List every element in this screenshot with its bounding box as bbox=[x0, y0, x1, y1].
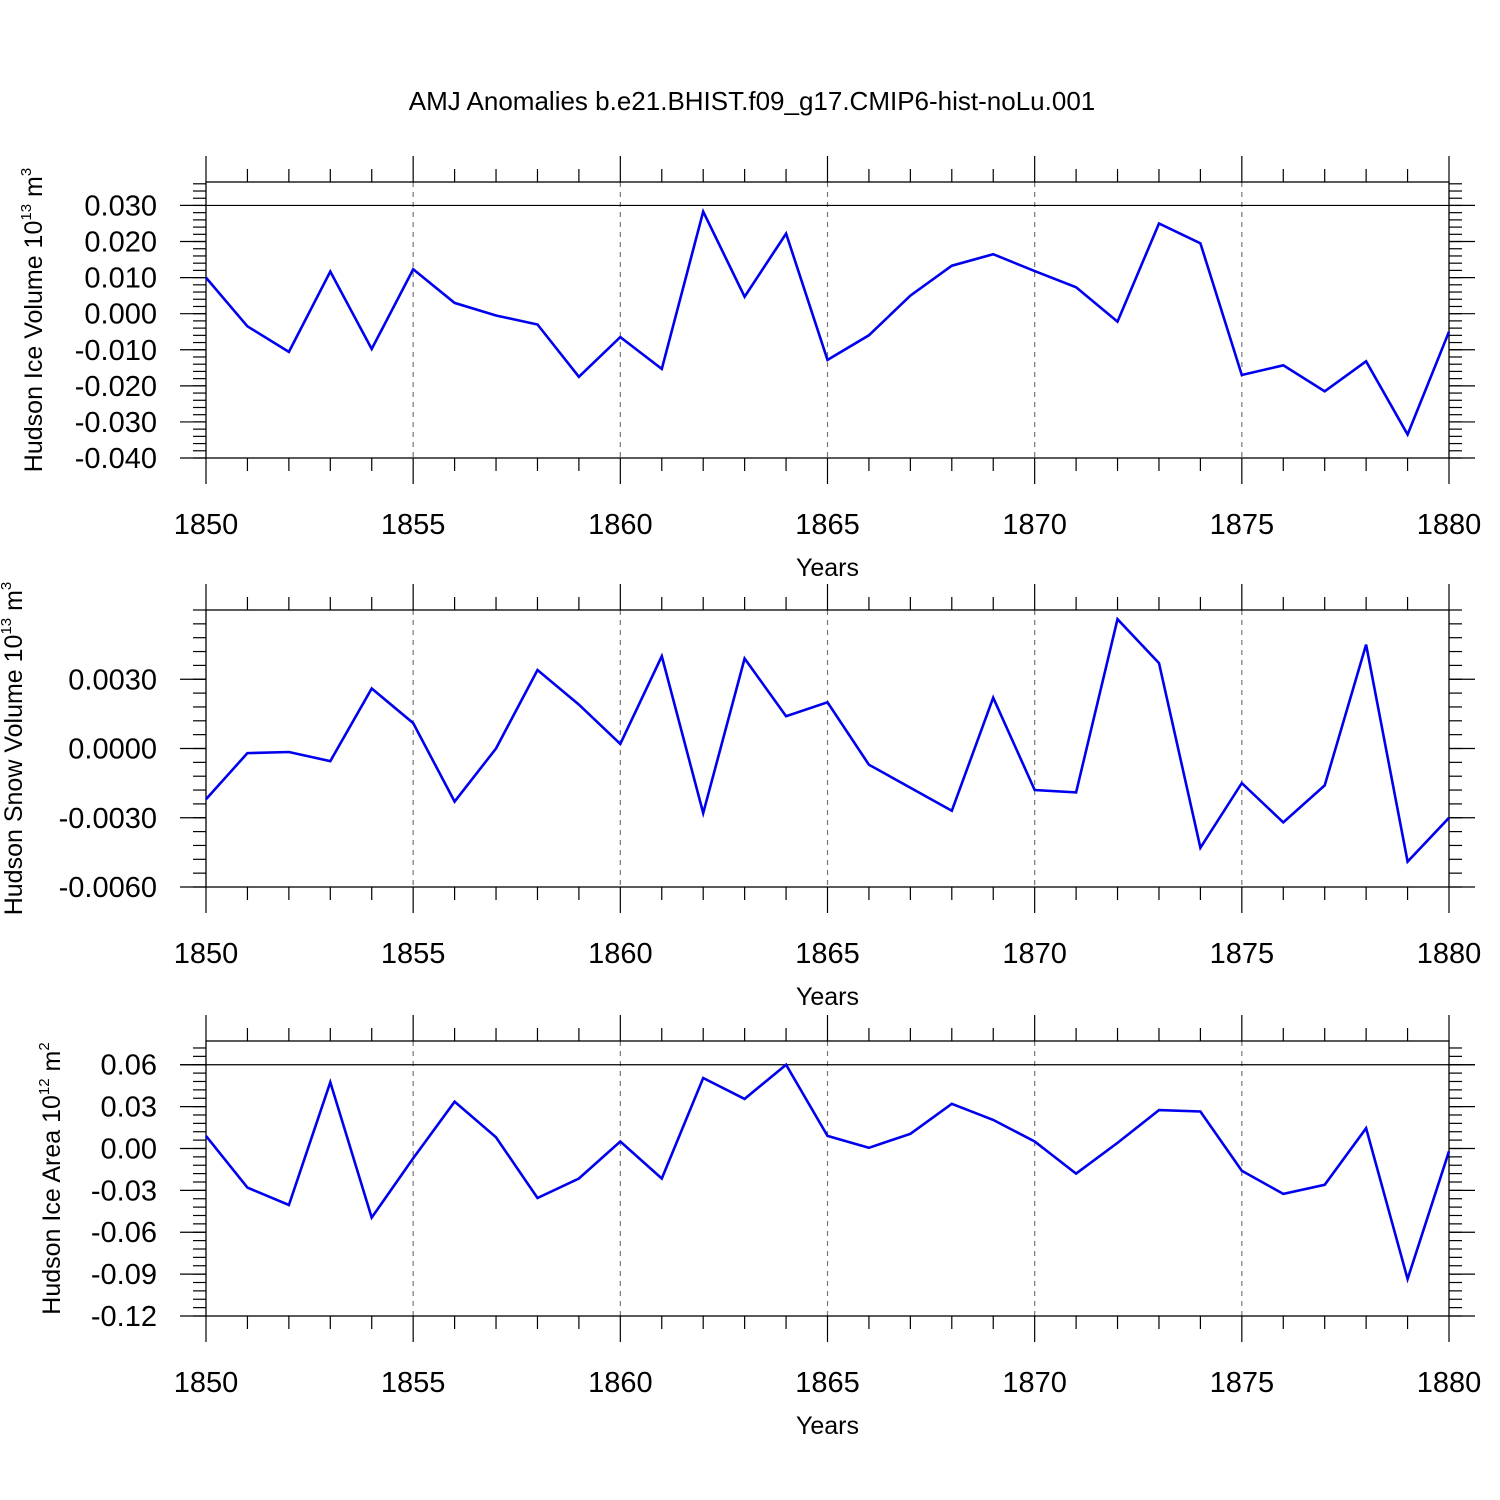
x-tick-label: 1880 bbox=[1417, 1367, 1482, 1399]
y-tick-label: -0.09 bbox=[91, 1259, 157, 1291]
x-tick-label: 1875 bbox=[1210, 1367, 1275, 1399]
y-tick-label: -0.0030 bbox=[59, 803, 157, 835]
y-axis-label: Hudson Snow Volume 1013 m3 bbox=[0, 582, 28, 916]
panels: -0.040 -0.030 -0.020 -0.010 0.000 0.010 0.020 0… bbox=[0, 156, 1481, 1440]
y-tick-label: 0.00 bbox=[101, 1133, 157, 1165]
x-tick-label: 1865 bbox=[795, 1367, 860, 1399]
x-axis-label: Years bbox=[796, 554, 859, 582]
y-tick-label: 0.03 bbox=[101, 1092, 157, 1124]
x-tick-label: 1880 bbox=[1417, 509, 1482, 541]
x-tick-label: 1855 bbox=[381, 938, 446, 970]
y-tick-label: 0.0030 bbox=[68, 664, 157, 696]
x-tick-label: 1860 bbox=[588, 938, 653, 970]
x-tick-label: 1860 bbox=[588, 509, 653, 541]
series-line-ice-volume bbox=[205, 207, 1451, 438]
y-tick-label: -0.03 bbox=[91, 1175, 157, 1207]
x-axis-label: Years bbox=[796, 1412, 859, 1440]
x-tick-label: 1860 bbox=[588, 1367, 653, 1399]
x-tick-label: 1870 bbox=[1002, 1367, 1067, 1399]
x-tick-label: 1865 bbox=[795, 938, 860, 970]
x-tick-label: 1875 bbox=[1210, 509, 1275, 541]
y-tick-label: -0.0060 bbox=[59, 872, 157, 904]
y-tick-label: 0.000 bbox=[84, 299, 157, 331]
panel-ice-volume: -0.040 -0.030 -0.020 -0.010 0.000 0.010 0.020 0… bbox=[18, 156, 1481, 582]
series-line-ice-area bbox=[204, 1062, 1451, 1284]
x-tick-label: 1850 bbox=[174, 1367, 239, 1399]
x-tick-label: 1850 bbox=[174, 509, 239, 541]
y-tick-label: -0.010 bbox=[75, 335, 157, 367]
y-tick-label: -0.06 bbox=[91, 1217, 157, 1249]
y-axis-label: Hudson Ice Area 1012 m2 bbox=[36, 1042, 66, 1314]
y-axis-label: Hudson Ice Volume 1013 m3 bbox=[18, 168, 48, 472]
panel-ice-area: -0.12 -0.09 -0.06 -0.03 0.00 0.03 0.06 1850 1855… bbox=[36, 1015, 1481, 1440]
x-tick-label: 1855 bbox=[381, 1367, 446, 1399]
x-tick-label: 1870 bbox=[1002, 938, 1067, 970]
x-axis-label: Years bbox=[796, 983, 859, 1011]
x-tick-label: 1850 bbox=[174, 938, 239, 970]
y-tick-label: 0.030 bbox=[84, 190, 157, 222]
chart-title: AMJ Anomalies b.e21.BHIST.f09_g17.CMIP6-… bbox=[409, 86, 1096, 116]
x-tick-label: 1865 bbox=[795, 509, 860, 541]
y-tick-label: -0.12 bbox=[91, 1301, 157, 1333]
series-line-snow-volume bbox=[205, 616, 1450, 865]
x-tick-label: 1880 bbox=[1417, 938, 1482, 970]
x-tick-label: 1870 bbox=[1002, 509, 1067, 541]
y-tick-label: 0.06 bbox=[101, 1050, 157, 1082]
x-tick-label: 1875 bbox=[1210, 938, 1275, 970]
y-tick-label: 0.0000 bbox=[68, 734, 157, 766]
y-tick-label: -0.030 bbox=[75, 407, 157, 439]
y-tick-label: 0.020 bbox=[84, 227, 157, 259]
y-tick-label: 0.010 bbox=[84, 263, 157, 295]
y-tick-label: -0.020 bbox=[75, 371, 157, 403]
panel-snow-volume: -0.0060 -0.0030 0.0000 0.0030 1850 1855 1860 18… bbox=[0, 582, 1481, 1011]
y-tick-label: -0.040 bbox=[75, 443, 157, 475]
x-tick-label: 1855 bbox=[381, 509, 446, 541]
